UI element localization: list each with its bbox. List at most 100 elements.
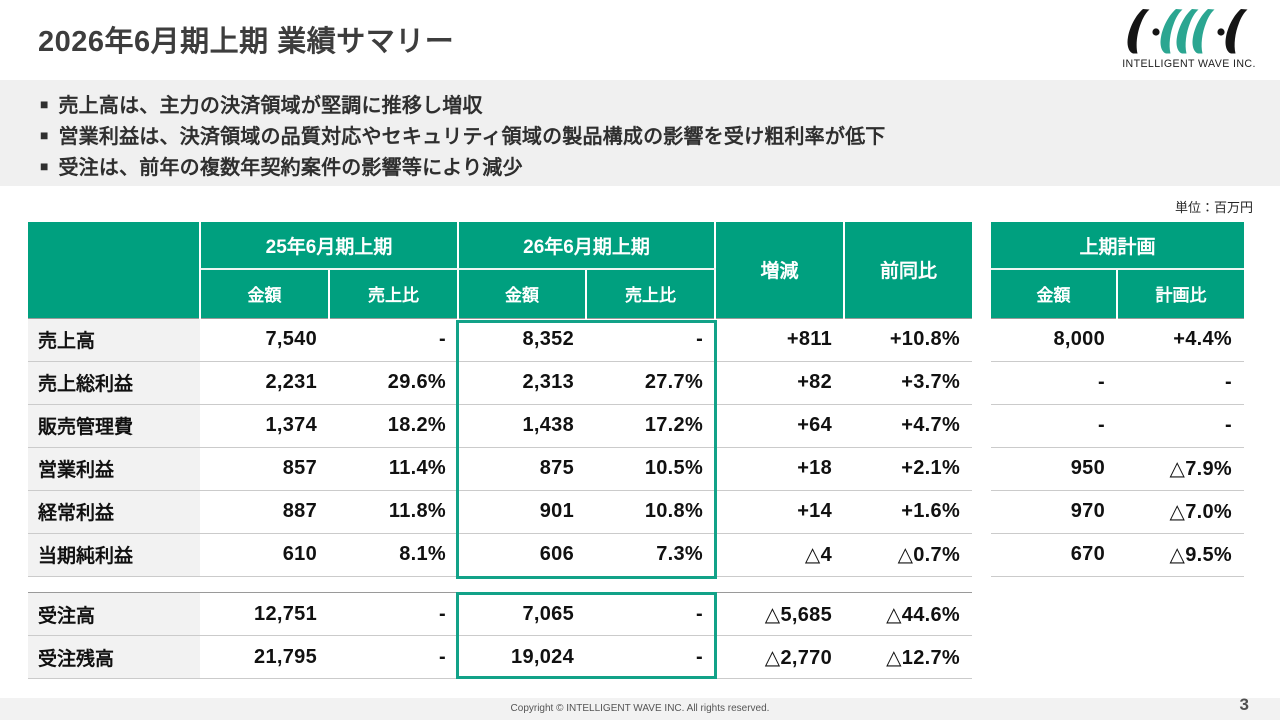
subheader-amount: 金額 xyxy=(991,269,1117,318)
cell-diff: +14 xyxy=(715,490,845,534)
cell-cy-ratio: - xyxy=(586,635,715,679)
cell-plan-amount: 950 xyxy=(991,447,1117,491)
bullet-item: ■ 受注は、前年の複数年契約案件の影響等により減少 xyxy=(40,150,1280,181)
col-header-diff: 増減 xyxy=(715,222,846,318)
cell-diff: △2,770 xyxy=(715,635,844,679)
cell-py-amount: 857 xyxy=(200,447,329,491)
cell-cy-amount: 7,065 xyxy=(458,592,586,636)
table-row: 970 △7.0% xyxy=(991,490,1245,534)
cell-cy-ratio: - xyxy=(586,317,716,362)
row-label: 受注残高 xyxy=(28,635,200,679)
row-label: 売上総利益 xyxy=(28,361,200,405)
cell-py-amount: 610 xyxy=(200,533,329,577)
cell-diff: +18 xyxy=(715,447,845,491)
cell-yoy: +2.1% xyxy=(844,447,973,491)
cell-py-ratio: 11.4% xyxy=(329,447,459,491)
bullet-square-icon: ■ xyxy=(40,95,49,112)
table-row: 売上総利益 2,231 29.6% 2,313 27.7% +82 +3.7% xyxy=(28,361,973,405)
cell-py-amount: 12,751 xyxy=(200,592,329,636)
cell-py-ratio: - xyxy=(329,317,459,362)
table-row: 経常利益 887 11.8% 901 10.8% +14 +1.6% xyxy=(28,490,973,534)
bullet-text: 受注は、前年の複数年契約案件の影響等により減少 xyxy=(58,157,523,179)
unit-note: 単位：百万円 xyxy=(1174,200,1253,215)
cell-plan-amount: 670 xyxy=(991,533,1117,577)
cell-cy-amount: 901 xyxy=(458,490,587,534)
bullet-text: 営業利益は、決済領域の品質対応やセキュリティ領域の製品構成の影響を受け粗利率が低… xyxy=(58,126,886,148)
cell-cy-ratio: 10.5% xyxy=(586,447,716,491)
cell-yoy: +1.6% xyxy=(844,490,973,534)
row-label: 受注高 xyxy=(28,592,200,636)
orders-table: 受注高 12,751 - 7,065 - △5,685 △44.6% 受注残高 … xyxy=(28,592,972,679)
table-row: 受注高 12,751 - 7,065 - △5,685 △44.6% xyxy=(28,592,972,636)
subheader-sales-ratio: 売上比 xyxy=(585,269,717,318)
row-label: 営業利益 xyxy=(28,447,200,491)
cell-cy-ratio: - xyxy=(586,592,715,636)
cell-yoy: +3.7% xyxy=(844,361,973,405)
cell-diff: △4 xyxy=(715,533,845,577)
cell-cy-amount: 19,024 xyxy=(458,635,586,679)
cell-plan-amount: - xyxy=(991,361,1117,405)
bullet-item: ■ 営業利益は、決済領域の品質対応やセキュリティ領域の製品構成の影響を受け粗利率… xyxy=(40,119,1280,150)
cell-yoy: +10.8% xyxy=(844,317,973,362)
corner-header-cell xyxy=(28,222,201,318)
cell-cy-ratio: 17.2% xyxy=(586,404,716,448)
table-row: 販売管理費 1,374 18.2% 1,438 17.2% +64 +4.7% xyxy=(28,404,973,448)
cell-diff: +811 xyxy=(715,317,845,362)
company-logo: INTELLIGENT WAVE INC. xyxy=(1122,7,1256,71)
cell-py-amount: 887 xyxy=(200,490,329,534)
table-row: - - xyxy=(991,404,1245,448)
row-label: 経常利益 xyxy=(28,490,200,534)
row-label: 販売管理費 xyxy=(28,404,200,448)
bullet-square-icon: ■ xyxy=(40,126,49,143)
cell-cy-amount: 2,313 xyxy=(458,361,587,405)
bullet-text: 売上高は、主力の決済領域が堅調に推移し増収 xyxy=(58,95,483,117)
cell-diff: +64 xyxy=(715,404,845,448)
col-group-curr-period: 26年6月期上期 xyxy=(457,222,717,270)
subheader-amount: 金額 xyxy=(200,269,329,318)
table-row: 営業利益 857 11.4% 875 10.5% +18 +2.1% xyxy=(28,447,973,491)
plan-table: 上期計画 金額 計画比 8,000 +4.4% - - - - 950 △7.9 xyxy=(991,222,1245,577)
cell-cy-amount: 875 xyxy=(458,447,587,491)
cell-plan-amount: 970 xyxy=(991,490,1117,534)
bullet-item: ■ 売上高は、主力の決済領域が堅調に推移し増収 xyxy=(40,88,1280,119)
cell-py-ratio: 11.8% xyxy=(329,490,459,534)
cell-py-ratio: 8.1% xyxy=(329,533,459,577)
cell-diff: △5,685 xyxy=(715,592,844,636)
copyright-text: Copyright © INTELLIGENT WAVE INC. All ri… xyxy=(510,703,770,714)
table-row: 売上高 7,540 - 8,352 - +811 +10.8% xyxy=(28,317,973,362)
cell-py-ratio: 29.6% xyxy=(329,361,459,405)
row-label: 売上高 xyxy=(28,317,200,362)
table-row: 950 △7.9% xyxy=(991,447,1245,491)
cell-py-ratio: - xyxy=(329,635,458,679)
col-header-yoy: 前同比 xyxy=(844,222,973,318)
cell-yoy: △44.6% xyxy=(844,592,972,636)
cell-diff: +82 xyxy=(715,361,845,405)
cell-plan-ratio: △9.5% xyxy=(1117,533,1245,577)
cell-plan-amount: - xyxy=(991,404,1117,448)
cell-cy-amount: 1,438 xyxy=(458,404,587,448)
logo-text: INTELLIGENT WAVE INC. xyxy=(1122,58,1256,70)
cell-plan-ratio: △7.0% xyxy=(1117,490,1245,534)
table-row: 670 △9.5% xyxy=(991,533,1245,577)
cell-plan-ratio: △7.9% xyxy=(1117,447,1245,491)
cell-py-ratio: 18.2% xyxy=(329,404,459,448)
page-number: 3 xyxy=(1239,695,1249,714)
bullet-square-icon: ■ xyxy=(40,157,49,174)
table-row: 当期純利益 610 8.1% 606 7.3% △4 △0.7% xyxy=(28,533,973,577)
cell-py-amount: 7,540 xyxy=(200,317,329,362)
cell-py-ratio: - xyxy=(329,592,458,636)
subheader-amount: 金額 xyxy=(457,269,587,318)
footer: Copyright © INTELLIGENT WAVE INC. All ri… xyxy=(0,698,1280,720)
cell-plan-ratio: - xyxy=(1117,361,1245,405)
cell-plan-ratio: +4.4% xyxy=(1117,317,1245,362)
logo-mark-icon xyxy=(1127,9,1248,54)
cell-py-amount: 21,795 xyxy=(200,635,329,679)
cell-yoy: △0.7% xyxy=(844,533,973,577)
cell-yoy: △12.7% xyxy=(844,635,972,679)
subheader-sales-ratio: 売上比 xyxy=(327,269,459,318)
col-group-prev-period: 25年6月期上期 xyxy=(200,222,459,270)
cell-plan-ratio: - xyxy=(1117,404,1245,448)
cell-cy-amount: 606 xyxy=(458,533,587,577)
row-label: 当期純利益 xyxy=(28,533,200,577)
